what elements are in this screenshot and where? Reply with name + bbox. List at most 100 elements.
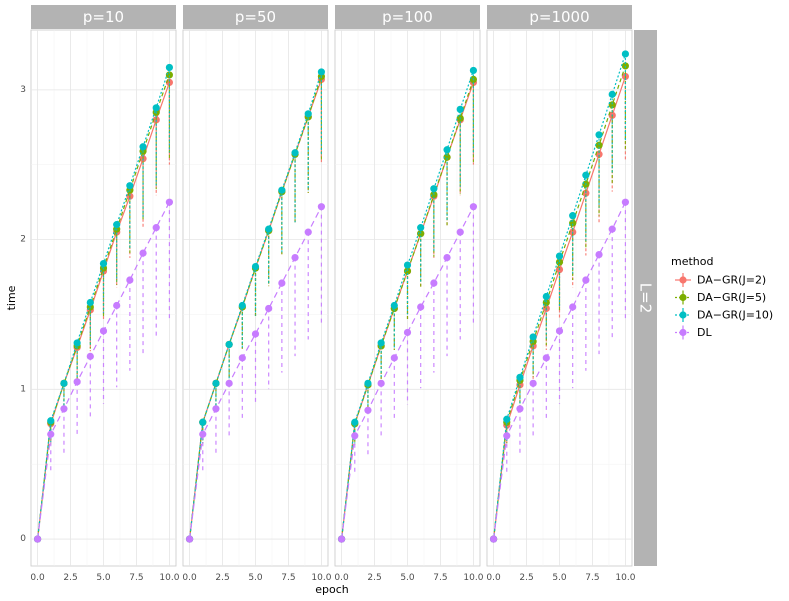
data-point-DA−GR(J=10) [555,252,564,260]
data-point-DL [430,279,438,287]
x-tick-label: 2.5 [215,573,229,583]
data-point-DA−GR(J=10) [73,339,81,347]
legend-key-point [679,311,687,319]
data-point-DA−GR(J=10) [390,301,398,310]
legend-entry: DL [675,325,712,340]
data-point-DL [516,405,524,413]
data-point-DL [185,535,194,543]
x-tick-label: 10.0 [159,573,179,583]
panel-p=10: p=10 0.0 2.5 5.0 7.5 10.0 [30,5,180,583]
x-tick-label: 0.0 [182,573,197,583]
legend-title: method [671,255,713,268]
panel-strip-background [31,5,176,29]
data-point-DA−GR(J=2) [595,150,603,158]
panel-strip-label: p=100 [382,8,433,26]
x-axis-title: epoch [315,583,349,596]
data-point-DL [503,432,511,440]
data-point-DL [126,276,134,284]
data-point-DA−GR(J=10) [582,171,590,179]
data-point-DA−GR(J=10) [212,379,220,387]
legend-key-point [679,328,687,337]
y-tick-label: 0 [20,534,26,544]
legend-key-point [679,293,687,302]
data-point-DA−GR(J=10) [403,261,412,269]
series-line-DA−GR(J=10) [341,70,474,540]
data-point-DA−GR(J=5) [608,101,616,109]
x-tick-label: 5.0 [400,573,415,583]
series-line-DA−GR(J=5) [493,65,626,540]
x-tick-label: 10.0 [311,573,331,583]
x-tick-label: 0.0 [486,573,501,583]
data-point-DL [225,379,233,387]
data-point-DA−GR(J=10) [291,149,299,157]
x-tick-label: 7.5 [281,573,295,583]
data-point-DA−GR(J=10) [456,105,464,113]
legend-entry: DA−GR(J=5) [675,290,766,305]
y-tick-label: 2 [20,235,26,245]
y-tick-label: 1 [20,384,26,394]
data-point-DA−GR(J=10) [152,104,160,112]
row-strip-layer: L=2 [634,30,657,566]
data-point-DL [569,303,577,311]
panel-strip-background [183,5,328,29]
data-point-DL [390,354,398,362]
data-point-DA−GR(J=10) [516,373,524,381]
data-point-DA−GR(J=5) [595,141,603,149]
legend-label: DA−GR(J=5) [697,291,766,304]
x-tick-label: 5.0 [96,573,111,583]
data-point-DA−GR(J=10) [503,415,511,423]
data-point-DL [291,253,299,262]
data-point-DL [489,535,498,543]
panel-strip-label: p=10 [83,8,124,26]
panels-layer: p=10 0.0 2.5 5.0 7.5 10.0 p=50 0.0 2.5 5.0 7.5 10.0… [30,5,636,583]
data-point-DA−GR(J=10) [139,143,147,151]
x-tick-label: 2.5 [367,573,381,583]
x-tick-label: 0.0 [30,573,45,583]
row-strip-background [634,30,657,566]
data-point-DA−GR(J=10) [304,110,312,118]
data-point-DL [33,535,42,543]
data-point-DA−GR(J=10) [265,225,273,233]
series-line-DA−GR(J=5) [341,79,474,540]
data-point-DL [60,405,68,413]
data-point-DL [251,330,260,338]
data-point-DL [304,228,312,236]
data-point-DA−GR(J=10) [199,418,207,426]
legend-entry: DA−GR(J=2) [675,273,766,287]
y-axis-title: time [5,285,18,310]
panel-p=1000: p=1000 0.0 2.5 5.0 7.5 10.0 [486,5,636,583]
data-point-DA−GR(J=10) [278,186,286,194]
data-point-DL [403,328,412,337]
data-point-DA−GR(J=10) [251,262,260,271]
data-point-DL [317,203,326,211]
data-point-DL [417,303,425,311]
data-point-DA−GR(J=10) [377,339,385,347]
data-point-DA−GR(J=10) [364,379,372,387]
data-point-DA−GR(J=5) [443,153,451,161]
legend: method DA−GR(J=2) DA−GR(J=5) DA−GR(J=10) DL [671,255,773,340]
data-point-DL [529,379,537,387]
data-point-DL [337,535,346,543]
data-point-DL [595,250,603,259]
panel-strip-label: p=50 [235,8,276,26]
x-tick-label: 2.5 [63,573,77,583]
data-point-DL [165,198,174,206]
data-point-DA−GR(J=5) [621,62,630,70]
data-point-DL [139,249,147,257]
data-point-DA−GR(J=10) [621,50,630,58]
data-point-DL [542,354,550,362]
data-point-DL [199,430,207,438]
data-point-DA−GR(J=10) [529,333,537,341]
data-point-DL [443,253,451,262]
x-tick-label: 7.5 [129,573,143,583]
data-point-DA−GR(J=10) [60,379,68,387]
data-point-DL [456,228,464,236]
data-point-DL [469,203,478,211]
panel-strip-background [335,5,480,29]
data-point-DL [555,327,564,335]
data-point-DL [582,276,590,284]
data-point-DA−GR(J=10) [47,417,55,425]
x-tick-label: 5.0 [248,573,263,583]
data-point-DA−GR(J=10) [86,298,94,307]
